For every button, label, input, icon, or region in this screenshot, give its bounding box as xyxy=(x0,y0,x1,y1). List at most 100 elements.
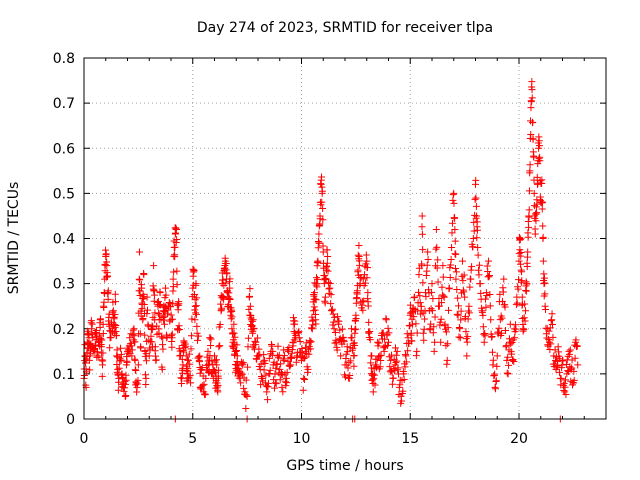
data-point xyxy=(249,316,257,324)
y-tick-label: 0.6 xyxy=(53,141,75,157)
data-point xyxy=(456,325,464,333)
data-point xyxy=(428,288,436,296)
data-point xyxy=(309,307,317,315)
data-point xyxy=(517,249,525,257)
data-point xyxy=(402,352,410,360)
data-point xyxy=(428,307,436,315)
data-point xyxy=(315,230,323,238)
data-point xyxy=(431,338,439,346)
data-point xyxy=(140,293,148,301)
data-point xyxy=(87,317,95,325)
data-point xyxy=(548,310,556,318)
data-point xyxy=(191,302,199,310)
data-point xyxy=(473,218,481,226)
data-point xyxy=(432,245,440,253)
data-point xyxy=(313,283,321,291)
data-point xyxy=(100,298,108,306)
data-point xyxy=(432,225,440,233)
data-point xyxy=(170,268,178,276)
data-point xyxy=(511,334,519,342)
data-point xyxy=(102,250,110,258)
data-point xyxy=(320,280,328,288)
data-point xyxy=(308,324,316,332)
data-point xyxy=(538,198,546,206)
data-point xyxy=(531,230,539,238)
data-point xyxy=(326,279,334,287)
data-point xyxy=(97,315,105,323)
data-point xyxy=(525,206,533,214)
data-point xyxy=(427,305,435,313)
data-point xyxy=(300,374,308,382)
data-point xyxy=(198,385,206,393)
data-point xyxy=(485,272,493,280)
data-point xyxy=(120,384,128,392)
data-point xyxy=(545,338,553,346)
data-point xyxy=(455,333,463,341)
data-point xyxy=(142,357,150,365)
data-point xyxy=(252,338,260,346)
data-point xyxy=(323,259,331,267)
data-point xyxy=(514,285,522,293)
data-point xyxy=(178,374,186,382)
data-point xyxy=(104,295,112,303)
data-point xyxy=(363,257,371,265)
data-point xyxy=(172,225,180,233)
data-point xyxy=(222,279,230,287)
data-point xyxy=(521,300,529,308)
data-point xyxy=(430,323,438,331)
data-point xyxy=(99,357,107,365)
data-point xyxy=(331,339,339,347)
data-point xyxy=(451,237,459,245)
data-point xyxy=(331,313,339,321)
data-point xyxy=(241,391,249,399)
data-point xyxy=(289,339,297,347)
data-point xyxy=(458,257,466,265)
data-point xyxy=(136,276,144,284)
data-point xyxy=(262,371,270,379)
data-point xyxy=(566,346,574,354)
data-point xyxy=(197,365,205,373)
data-point xyxy=(542,305,550,313)
data-point xyxy=(127,342,135,350)
data-point xyxy=(498,314,506,322)
data-point xyxy=(173,267,181,275)
data-point xyxy=(384,324,392,332)
data-point xyxy=(96,342,104,350)
data-point xyxy=(437,315,445,323)
data-point xyxy=(505,361,513,369)
data-point xyxy=(122,391,130,399)
data-point xyxy=(492,385,500,393)
data-point xyxy=(350,362,358,370)
data-point xyxy=(362,251,370,259)
data-point xyxy=(530,189,538,197)
data-point xyxy=(179,361,187,369)
data-point xyxy=(444,340,452,348)
data-point xyxy=(201,390,209,398)
data-point xyxy=(111,311,119,319)
data-point xyxy=(572,336,580,344)
data-point xyxy=(435,295,443,303)
y-tick-label: 0.3 xyxy=(53,277,75,293)
data-point xyxy=(415,288,423,296)
data-point xyxy=(190,267,198,275)
data-point xyxy=(206,334,214,342)
data-point xyxy=(243,392,251,400)
data-point xyxy=(536,157,544,165)
data-point xyxy=(173,236,181,244)
data-point xyxy=(428,280,436,288)
data-point xyxy=(457,316,465,324)
data-point xyxy=(202,374,210,382)
data-point xyxy=(338,325,346,333)
data-point xyxy=(420,336,428,344)
data-point xyxy=(528,78,536,86)
data-point xyxy=(169,275,177,283)
data-point xyxy=(99,330,107,338)
data-point xyxy=(235,365,243,373)
data-point xyxy=(436,318,444,326)
data-point xyxy=(389,374,397,382)
data-point xyxy=(387,356,395,364)
data-point xyxy=(452,250,460,258)
data-point xyxy=(328,305,336,313)
data-point xyxy=(469,235,477,242)
data-point xyxy=(456,334,464,342)
